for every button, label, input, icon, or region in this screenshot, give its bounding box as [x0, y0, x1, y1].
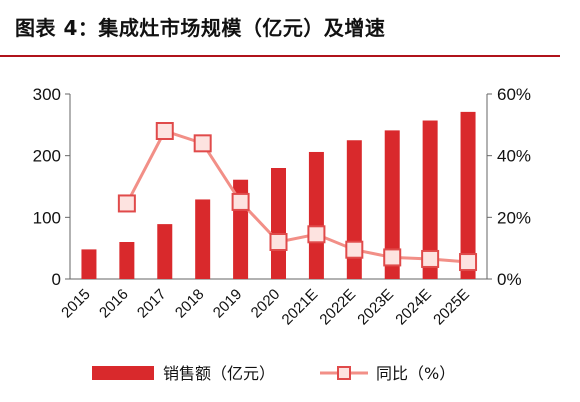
legend-bar-swatch: [92, 366, 154, 380]
yoy-point: [193, 134, 212, 153]
bar-series: [81, 111, 476, 280]
bar: [460, 111, 476, 279]
y-right-tick-label: 0%: [497, 270, 522, 289]
yoy-point: [345, 240, 364, 259]
x-tick-label: 2017: [134, 286, 170, 322]
yoy-point: [459, 253, 478, 272]
bar: [81, 249, 97, 279]
x-tick-label: 2022E: [316, 286, 359, 329]
x-tick-label: 2023E: [354, 286, 397, 329]
yoy-point: [307, 225, 326, 244]
y-right-tick-label: 20%: [497, 208, 531, 227]
legend: 销售额（亿元） 同比（%）: [92, 364, 455, 383]
yoy-point: [231, 192, 250, 211]
x-tick-label: 2018: [172, 286, 208, 322]
y-right-tick-label: 40%: [497, 147, 531, 166]
bar: [422, 120, 438, 280]
legend-line-label: 同比（%）: [376, 364, 455, 383]
bar: [119, 242, 135, 279]
x-tick-label: 2019: [210, 286, 246, 322]
y-left-tick-label: 100: [33, 208, 61, 227]
y-left-tick-label: 200: [33, 147, 61, 166]
y-left-tick-label: 0: [52, 270, 61, 289]
x-tick-label: 2025E: [430, 286, 473, 329]
bar: [271, 168, 286, 279]
yoy-point: [383, 248, 402, 267]
bar: [308, 151, 324, 279]
yoy-point: [421, 249, 440, 268]
line-series: [117, 122, 478, 272]
yoy-point: [117, 194, 136, 213]
x-tick-label: 2021E: [279, 286, 322, 329]
y-right-tick-label: 60%: [497, 85, 531, 104]
yoy-point: [269, 233, 288, 251]
title-divider: [0, 55, 560, 57]
x-tick-label: 2015: [58, 286, 94, 322]
x-tick-label: 2024E: [392, 286, 435, 329]
bar: [384, 130, 400, 279]
yoy-point: [155, 122, 174, 140]
legend-line-marker: [337, 366, 351, 380]
y-left-tick-label: 300: [33, 85, 61, 104]
bar: [157, 224, 173, 279]
x-tick-label: 2016: [96, 286, 132, 322]
legend-bar-label: 销售额（亿元）: [163, 364, 275, 383]
yoy-line: [125, 129, 469, 264]
chart-title: 图表 4：集成灶市场规模（亿元）及增速: [15, 16, 386, 40]
bar: [195, 199, 211, 279]
